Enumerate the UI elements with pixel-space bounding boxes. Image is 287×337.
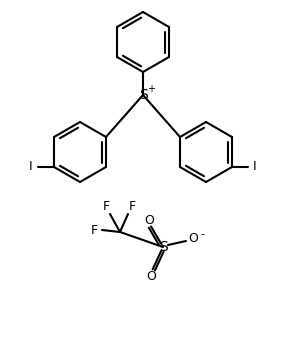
Text: I: I <box>253 160 257 174</box>
Text: O: O <box>144 214 154 226</box>
Text: -: - <box>200 229 204 239</box>
Text: +: + <box>147 84 155 94</box>
Text: O: O <box>188 233 198 245</box>
Text: S: S <box>159 240 167 254</box>
Text: F: F <box>90 223 98 237</box>
Text: S: S <box>139 88 148 102</box>
Text: F: F <box>102 200 110 213</box>
Text: F: F <box>129 200 135 213</box>
Text: I: I <box>29 160 33 174</box>
Text: O: O <box>146 270 156 282</box>
